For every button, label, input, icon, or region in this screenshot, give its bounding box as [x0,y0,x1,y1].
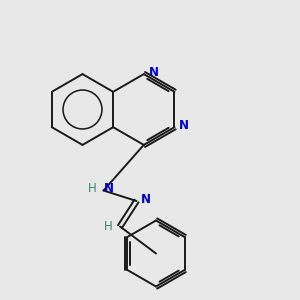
Text: N: N [179,119,189,132]
Text: N: N [148,66,159,79]
Text: H: H [88,182,97,196]
Text: H: H [103,220,112,233]
Text: N: N [141,193,151,206]
Text: N: N [103,182,113,196]
